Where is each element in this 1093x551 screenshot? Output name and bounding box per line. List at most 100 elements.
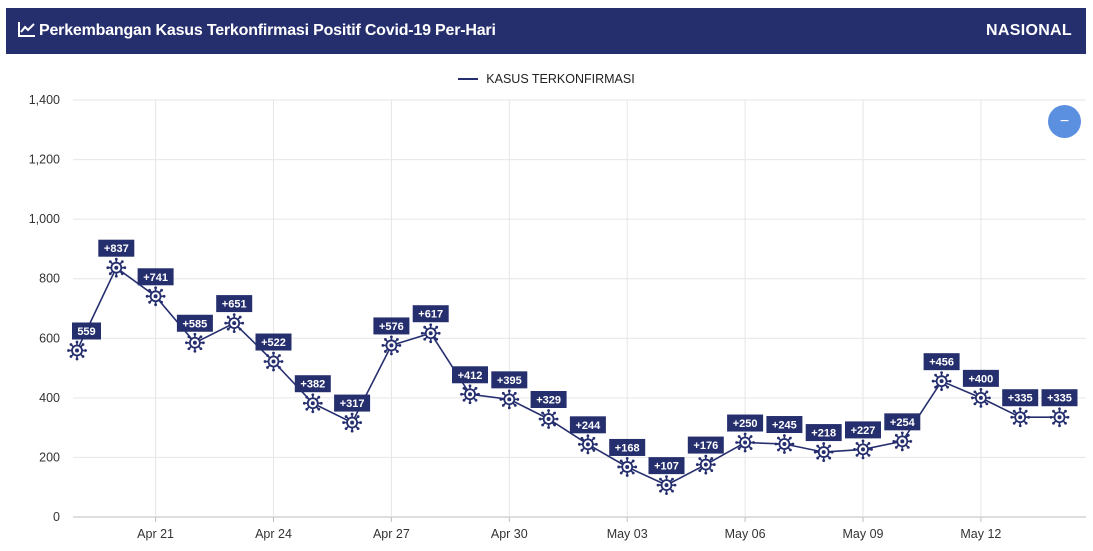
virus-marker-icon[interactable]: [617, 457, 638, 477]
virus-marker-icon[interactable]: [420, 323, 441, 344]
virus-marker-icon[interactable]: [971, 387, 991, 408]
header-title-group: Perkembangan Kasus Terkonfirmasi Positif…: [18, 21, 496, 42]
virus-marker-icon[interactable]: [774, 434, 795, 454]
zoom-out-button[interactable]: −: [1048, 105, 1081, 138]
data-label: 559: [77, 326, 95, 338]
data-label-box: [294, 375, 331, 393]
y-tick-label: 1,200: [29, 153, 60, 167]
virus-marker-icon[interactable]: [185, 332, 205, 353]
data-label: +576: [379, 321, 404, 333]
virus-marker-icon[interactable]: [263, 351, 284, 372]
data-label: +176: [693, 440, 718, 452]
virus-marker-icon[interactable]: [224, 313, 245, 333]
data-label: +250: [733, 418, 758, 430]
data-label: +382: [300, 379, 325, 391]
virus-marker-icon[interactable]: [578, 434, 598, 455]
data-label-box: [216, 295, 253, 313]
x-tick-label: Apr 30: [491, 527, 528, 541]
data-label-box: [845, 421, 881, 439]
data-label: +254: [890, 417, 916, 429]
data-label-box: [569, 416, 606, 434]
x-tick-label: May 06: [725, 527, 766, 541]
data-label: +456: [929, 357, 954, 369]
data-label: +107: [654, 461, 679, 473]
virus-marker-icon[interactable]: [853, 439, 873, 460]
data-label-box: [609, 438, 646, 456]
data-label: +651: [222, 299, 247, 311]
data-label-box: [687, 436, 724, 454]
virus-marker-icon[interactable]: [342, 412, 362, 433]
data-label: +317: [340, 398, 365, 410]
data-label-box: [766, 416, 803, 434]
virus-marker-icon[interactable]: [145, 286, 166, 307]
x-tick-label: Apr 24: [255, 527, 292, 541]
virus-marker-icon[interactable]: [302, 393, 323, 414]
line-chart-icon: [18, 21, 36, 42]
virus-marker-icon[interactable]: [695, 454, 716, 475]
data-label-box: [255, 333, 292, 351]
data-label-box: [648, 457, 685, 475]
virus-marker-icon[interactable]: [106, 257, 127, 278]
data-label: +245: [772, 420, 797, 432]
data-label: +168: [615, 442, 640, 454]
data-label: +335: [1047, 393, 1072, 405]
x-tick-label: May 09: [843, 527, 884, 541]
virus-marker-icon[interactable]: [931, 371, 952, 392]
data-label: +741: [143, 272, 168, 284]
data-label: +227: [851, 425, 876, 437]
y-tick-label: 0: [53, 510, 60, 524]
data-label-box: [137, 268, 174, 286]
chart-header: Perkembangan Kasus Terkonfirmasi Positif…: [6, 8, 1086, 54]
x-tick-label: Apr 21: [137, 527, 174, 541]
data-label: +335: [1008, 393, 1033, 405]
data-label-box: [412, 305, 449, 323]
chart-legend[interactable]: KASUS TERKONFIRMASI: [0, 72, 1093, 86]
virus-marker-icon[interactable]: [67, 340, 87, 361]
data-label: +244: [576, 420, 602, 432]
x-tick-label: May 12: [960, 527, 1001, 541]
virus-marker-icon[interactable]: [735, 432, 755, 453]
virus-marker-icon[interactable]: [460, 384, 480, 405]
data-label-box: [962, 369, 999, 387]
data-label: +617: [418, 309, 443, 321]
virus-marker-icon[interactable]: [381, 335, 402, 356]
data-label: +522: [261, 337, 286, 349]
virus-marker-icon[interactable]: [892, 431, 913, 452]
legend-label: KASUS TERKONFIRMASI: [486, 72, 635, 86]
data-label: +585: [183, 318, 208, 330]
data-label-box: [923, 353, 960, 371]
data-label: +395: [497, 375, 522, 387]
chart-title: Perkembangan Kasus Terkonfirmasi Positif…: [39, 22, 496, 39]
data-label-box: [72, 322, 101, 340]
y-tick-label: 400: [39, 391, 60, 405]
y-tick-label: 800: [39, 272, 60, 286]
data-label-box: [98, 239, 135, 257]
data-label-box: [1002, 389, 1039, 407]
virus-marker-icon[interactable]: [538, 409, 559, 429]
virus-marker-icon[interactable]: [1010, 407, 1031, 428]
data-label-box: [805, 424, 842, 442]
y-tick-label: 600: [39, 331, 60, 345]
virus-marker-icon[interactable]: [1049, 407, 1070, 428]
data-label-box: [1041, 389, 1078, 407]
virus-marker-icon[interactable]: [499, 389, 520, 410]
data-label-box: [884, 413, 921, 431]
data-label-box: [530, 391, 567, 409]
data-label-box: [727, 414, 764, 432]
y-tick-label: 1,000: [29, 212, 60, 226]
minus-icon: −: [1059, 112, 1070, 130]
data-label-box: [176, 314, 213, 332]
data-label: +329: [536, 395, 561, 407]
data-label-box: [334, 394, 371, 412]
data-label-box: [491, 371, 528, 389]
data-label-box: [452, 366, 488, 384]
data-label: +218: [811, 428, 836, 440]
virus-marker-icon[interactable]: [656, 475, 677, 496]
y-tick-label: 200: [39, 450, 60, 464]
data-label-box: [373, 317, 410, 335]
virus-marker-icon[interactable]: [813, 442, 834, 462]
x-tick-label: Apr 27: [373, 527, 410, 541]
data-label: +400: [969, 373, 994, 385]
legend-line-marker: [458, 78, 479, 80]
